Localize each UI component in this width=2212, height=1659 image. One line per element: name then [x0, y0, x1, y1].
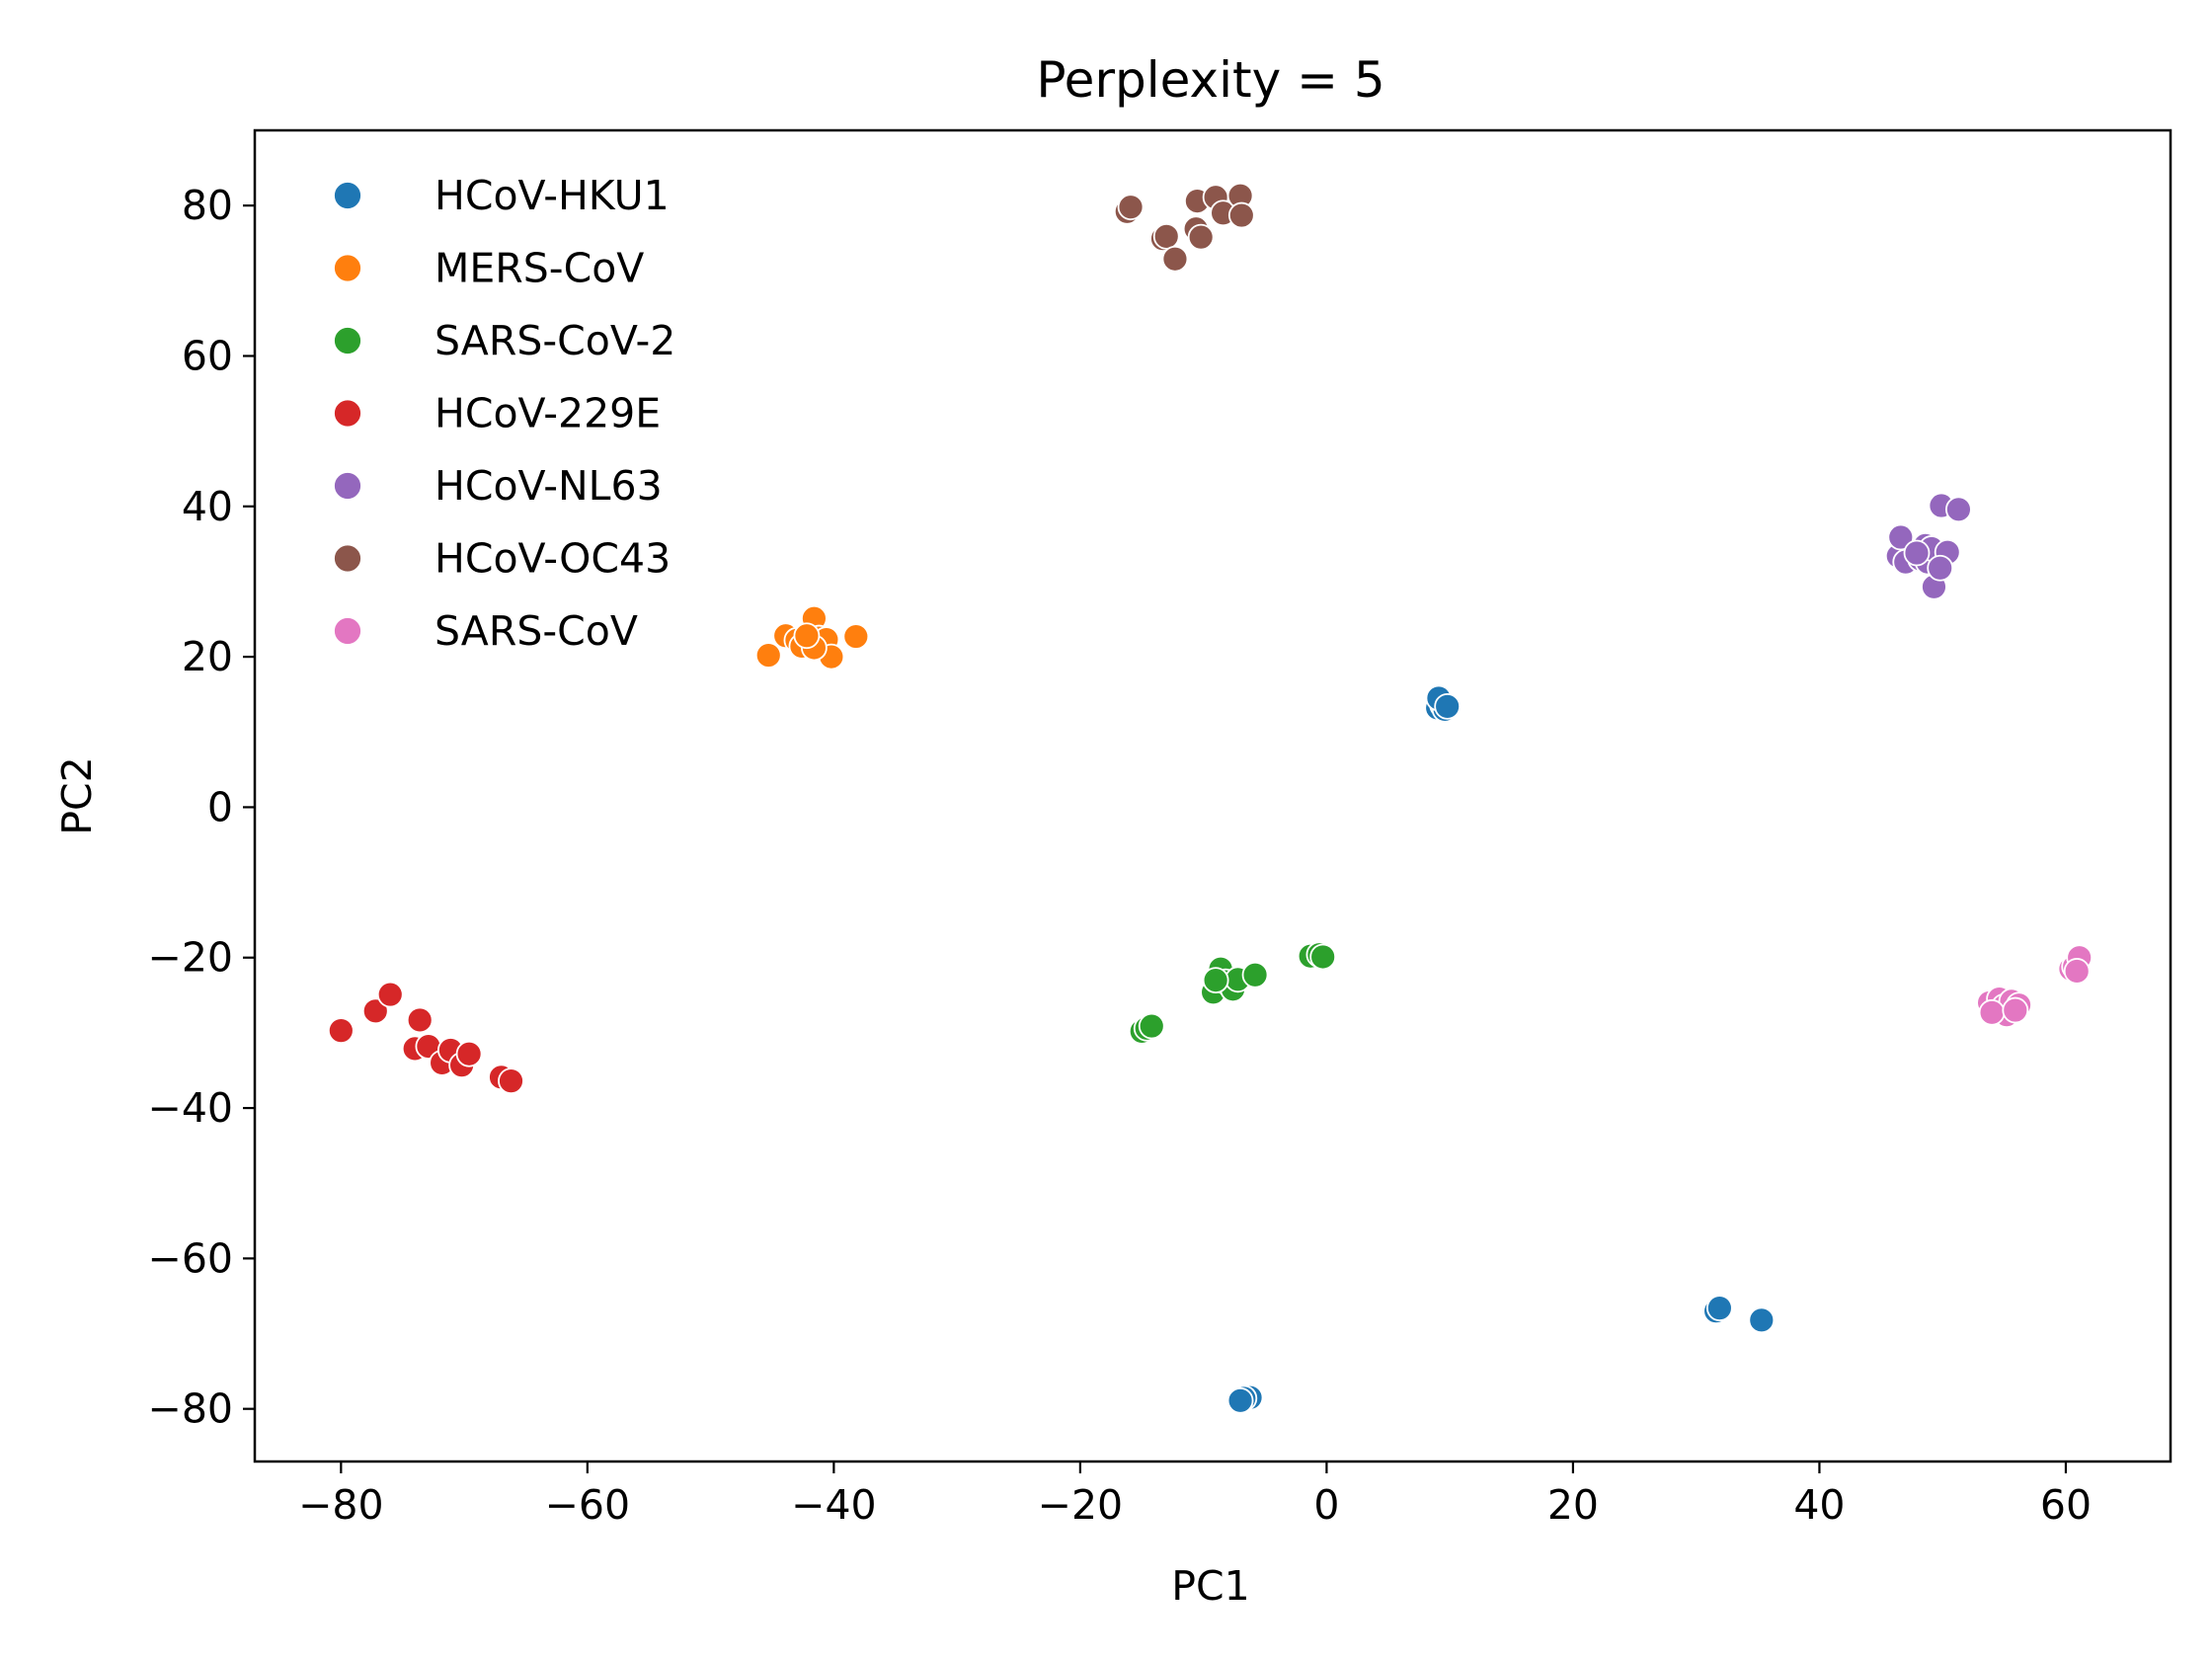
point-hcov-oc43 [1161, 245, 1189, 273]
x-tick-label: −80 [298, 1481, 384, 1529]
y-axis-title: PC2 [53, 756, 101, 834]
x-tick-label: −60 [545, 1481, 631, 1529]
point-sars-cov-2 [1138, 1012, 1165, 1040]
point-hcov-229e [455, 1040, 483, 1067]
y-tick-label: 0 [207, 783, 233, 830]
legend-label-mers-cov: MERS-CoV [434, 245, 644, 292]
x-tick-label: 60 [2040, 1481, 2092, 1529]
point-sars-cov-2 [1241, 961, 1269, 988]
x-axis: −80 −60 −40 −20 0 20 40 60 [298, 1462, 2092, 1529]
point-hcov-hku1 [1705, 1295, 1733, 1322]
plot-area-points [327, 182, 2094, 1414]
legend-marker-sars-cov [333, 616, 362, 646]
x-axis-title: PC1 [1171, 1562, 1249, 1610]
legend-label-hcov-nl63: HCoV-NL63 [434, 462, 663, 510]
point-sars-cov [2063, 958, 2091, 985]
point-mers-cov [793, 622, 821, 650]
y-tick-label: 40 [182, 483, 233, 530]
point-sars-cov-2 [1309, 943, 1337, 971]
point-mers-cov [754, 642, 782, 669]
point-hcov-oc43 [1117, 194, 1145, 221]
legend-label-hcov-229e: HCoV-229E [434, 390, 661, 437]
point-hcov-hku1 [1434, 692, 1462, 720]
x-tick-label: 20 [1547, 1481, 1599, 1529]
y-axis: −80 −60 −40 −20 0 20 40 60 80 [147, 182, 255, 1433]
point-hcov-hku1 [1226, 1386, 1254, 1414]
y-tick-label: −80 [147, 1385, 233, 1433]
point-hcov-nl63 [1945, 496, 1972, 523]
point-hcov-229e [498, 1067, 524, 1095]
y-tick-label: −60 [147, 1234, 233, 1282]
point-hcov-229e [406, 1006, 434, 1034]
x-tick-label: 40 [1793, 1481, 1845, 1529]
legend-label-hcov-hku1: HCoV-HKU1 [434, 172, 670, 219]
y-tick-label: −40 [147, 1084, 233, 1132]
legend-marker-mers-cov [333, 253, 362, 283]
legend-label-sars-cov: SARS-CoV [434, 607, 638, 655]
point-sars-cov [2002, 996, 2029, 1024]
point-mers-cov [842, 623, 870, 650]
point-hcov-oc43 [1187, 223, 1215, 251]
legend-marker-hcov-nl63 [333, 471, 362, 501]
point-hcov-229e [361, 997, 389, 1025]
y-tick-label: 80 [182, 182, 233, 229]
point-hcov-nl63 [1903, 539, 1931, 567]
point-hcov-229e [327, 1017, 355, 1045]
x-tick-label: 0 [1313, 1481, 1339, 1529]
y-tick-label: 20 [182, 633, 233, 680]
plot-frame [253, 128, 2172, 1463]
legend-label-hcov-oc43: HCoV-OC43 [434, 535, 671, 583]
x-tick-label: −20 [1038, 1481, 1124, 1529]
point-hcov-229e [376, 981, 404, 1008]
legend-marker-hcov-hku1 [333, 181, 362, 210]
legend: HCoV-HKU1 MERS-CoV SARS-CoV-2 HCoV-229E HCoV… [333, 172, 675, 655]
legend-marker-hcov-229e [333, 398, 362, 429]
legend-marker-sars-cov-2 [333, 326, 362, 356]
y-tick-label: 60 [182, 332, 233, 379]
legend-marker-hcov-oc43 [333, 543, 362, 574]
point-sars-cov [1978, 998, 2006, 1026]
point-sars-cov-2 [1202, 967, 1229, 993]
x-tick-label: −40 [791, 1481, 877, 1529]
y-tick-label: −20 [147, 934, 233, 982]
point-hcov-nl63 [1887, 523, 1915, 551]
chart-title: Perplexity = 5 [1036, 51, 1384, 109]
legend-label-sars-cov-2: SARS-CoV-2 [434, 317, 675, 364]
point-hcov-nl63 [1927, 554, 1954, 582]
point-hcov-oc43 [1152, 222, 1180, 250]
point-hcov-oc43 [1227, 201, 1255, 229]
point-hcov-hku1 [1748, 1306, 1776, 1334]
